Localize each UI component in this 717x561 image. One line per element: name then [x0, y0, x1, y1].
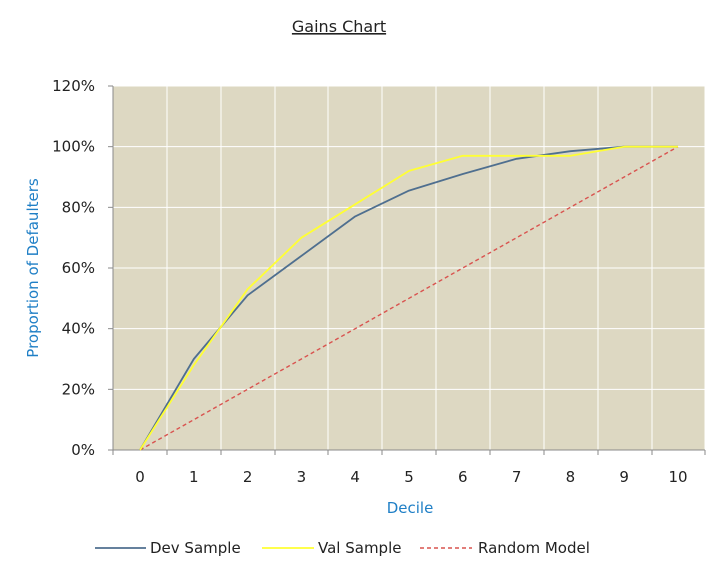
- x-tick-label: 2: [243, 468, 253, 486]
- legend-label-dev-sample: Dev Sample: [150, 539, 241, 557]
- x-tick-label: 5: [404, 468, 414, 486]
- y-tick-label: 20%: [62, 380, 95, 398]
- x-tick-label: 8: [566, 468, 576, 486]
- y-tick-label: 60%: [62, 259, 95, 277]
- y-tick-label: 120%: [52, 77, 95, 95]
- val-sample-line: [139, 145, 678, 451]
- plot-area: 0% 20% 40% 60% 80% 100% 120% 0 1 2 3 4 5 6 7 8 9 10: [52, 77, 706, 486]
- x-tick-label: 7: [512, 468, 522, 486]
- y-axis-title: Proportion of Defaulters: [24, 178, 42, 358]
- dev-sample-line: [139, 145, 678, 451]
- y-tick-label: 0%: [71, 441, 95, 459]
- legend-label-random-model: Random Model: [478, 539, 590, 557]
- random-model-line: [139, 146, 679, 451]
- y-tick-label: 80%: [62, 198, 95, 216]
- x-tick-label: 4: [350, 468, 360, 486]
- x-tick-label: 6: [458, 468, 468, 486]
- x-tick-label: 10: [668, 468, 687, 486]
- x-tick-label: 0: [135, 468, 145, 486]
- y-tick-label: 40%: [62, 320, 95, 338]
- y-tick-label: 100%: [52, 138, 95, 156]
- x-tick-label: 9: [619, 468, 629, 486]
- legend: Dev Sample Val Sample Random Model: [95, 539, 590, 557]
- legend-label-val-sample: Val Sample: [318, 539, 401, 557]
- x-axis-title: Decile: [387, 499, 434, 517]
- x-tick-label: 3: [297, 468, 307, 486]
- x-tick-label: 1: [189, 468, 199, 486]
- chart-title: Gains Chart: [292, 17, 386, 36]
